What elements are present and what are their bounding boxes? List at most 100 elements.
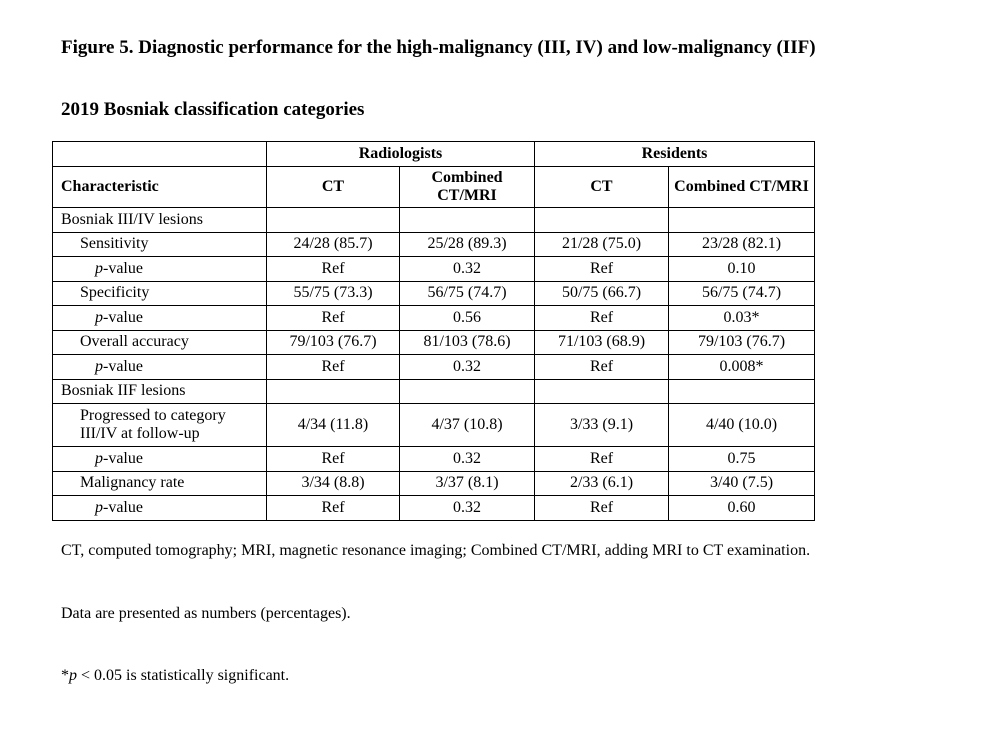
value-cell xyxy=(534,378,669,404)
value-cell: 0.60 xyxy=(668,495,815,521)
value-cell: 79/103 (76.7) xyxy=(266,329,400,355)
table-body: Bosniak III/IV lesions Sensitivity 24/28 (… xyxy=(52,207,815,521)
value-cell xyxy=(266,207,400,233)
value-cell xyxy=(668,207,815,233)
table-row: p-value Ref 0.56 Ref 0.03* xyxy=(52,305,815,331)
value-cell: Ref xyxy=(266,256,400,282)
p-italic: p xyxy=(95,498,103,516)
value-cell: 56/75 (74.7) xyxy=(399,280,535,306)
value-cell: 2/33 (6.1) xyxy=(534,470,669,496)
value-cell: 3/37 (8.1) xyxy=(399,470,535,496)
abbreviation-note: CT, computed tomography; MRI, magnetic r… xyxy=(61,542,811,559)
value-cell: Ref xyxy=(266,446,400,472)
row-label-text: Bosniak IIF lesions xyxy=(61,382,186,400)
residents-header: Residents xyxy=(534,141,815,167)
p-italic: p xyxy=(95,449,103,467)
p-italic: p xyxy=(95,259,103,277)
value-cell: 3/34 (8.8) xyxy=(266,470,400,496)
table-row: Specificity 55/75 (73.3) 56/75 (74.7) 50/75… xyxy=(52,280,815,306)
value-cell: 50/75 (66.7) xyxy=(534,280,669,306)
value-cell: Ref xyxy=(534,446,669,472)
value-cell: 55/75 (73.3) xyxy=(266,280,400,306)
p-italic: p xyxy=(69,667,77,684)
radiologists-combined-header: Combined CT/MRI xyxy=(399,166,535,208)
value-cell: 0.03* xyxy=(668,305,815,331)
row-label: Sensitivity xyxy=(52,231,267,257)
row-label: Overall accuracy xyxy=(52,329,267,355)
radiologists-ct-header: CT xyxy=(266,166,400,208)
row-label: Bosniak IIF lesions xyxy=(52,378,267,404)
row-label-text: -value xyxy=(103,498,143,516)
row-label-text: Bosniak III/IV lesions xyxy=(61,210,203,228)
value-cell: 0.32 xyxy=(399,354,535,380)
figure-title: Figure 5. Diagnostic performance for the… xyxy=(61,37,816,58)
value-cell xyxy=(399,207,535,233)
table-row: Bosniak III/IV lesions xyxy=(52,207,815,233)
row-label-text: Malignancy rate xyxy=(80,474,185,492)
row-label: Specificity xyxy=(52,280,267,306)
row-label: Progressed to category III/IV at follow-… xyxy=(52,403,267,447)
results-table: Radiologists Residents Characteristic CT… xyxy=(52,141,815,521)
row-label-text: Overall accuracy xyxy=(80,333,189,351)
value-cell: 81/103 (78.6) xyxy=(399,329,535,355)
p-italic: p xyxy=(95,357,103,375)
value-cell: 56/75 (74.7) xyxy=(668,280,815,306)
value-cell: 0.008* xyxy=(668,354,815,380)
row-label: Malignancy rate xyxy=(52,470,267,496)
value-cell: Ref xyxy=(534,354,669,380)
table-row: Overall accuracy 79/103 (76.7) 81/103 (78.… xyxy=(52,329,815,355)
value-cell: 0.75 xyxy=(668,446,815,472)
value-cell: 71/103 (68.9) xyxy=(534,329,669,355)
significance-note: *p < 0.05 is statistically significant. xyxy=(61,667,289,685)
residents-combined-header: Combined CT/MRI xyxy=(668,166,815,208)
value-cell xyxy=(534,207,669,233)
value-cell: 0.32 xyxy=(399,446,535,472)
characteristic-header: Characteristic xyxy=(52,166,267,208)
row-label-text: Specificity xyxy=(80,284,150,302)
value-cell xyxy=(266,378,400,404)
value-cell: Ref xyxy=(266,305,400,331)
value-cell: Ref xyxy=(266,495,400,521)
value-cell: 4/37 (10.8) xyxy=(399,403,535,447)
table-row: Sensitivity 24/28 (85.7) 25/28 (89.3) 21/28… xyxy=(52,231,815,257)
table-row: p-value Ref 0.32 Ref 0.008* xyxy=(52,354,815,380)
row-label-text: -value xyxy=(103,357,143,375)
row-label-text: -value xyxy=(103,449,143,467)
value-cell: 4/34 (11.8) xyxy=(266,403,400,447)
row-label: Bosniak III/IV lesions xyxy=(52,207,267,233)
value-cell: 4/40 (10.0) xyxy=(668,403,815,447)
empty-header-cell xyxy=(52,141,267,167)
table-row: p-value Ref 0.32 Ref 0.75 xyxy=(52,446,815,472)
significance-text: < 0.05 is statistically significant. xyxy=(77,667,290,684)
row-label: p-value xyxy=(52,256,267,282)
table-row: p-value Ref 0.32 Ref 0.60 xyxy=(52,495,815,521)
row-label-text: -value xyxy=(103,259,143,277)
value-cell: Ref xyxy=(534,495,669,521)
value-cell xyxy=(668,378,815,404)
row-label-text: -value xyxy=(103,308,143,326)
radiologists-header: Radiologists xyxy=(266,141,535,167)
value-cell: 23/28 (82.1) xyxy=(668,231,815,257)
value-cell: 21/28 (75.0) xyxy=(534,231,669,257)
value-cell: 25/28 (89.3) xyxy=(399,231,535,257)
value-cell: Ref xyxy=(266,354,400,380)
row-label-text: Progressed to category III/IV at follow-… xyxy=(80,407,226,442)
figure-subtitle: 2019 Bosniak classification categories xyxy=(61,99,365,120)
value-cell: 0.10 xyxy=(668,256,815,282)
value-cell xyxy=(399,378,535,404)
value-cell: 3/40 (7.5) xyxy=(668,470,815,496)
value-cell: 0.32 xyxy=(399,495,535,521)
row-label-text: Sensitivity xyxy=(80,235,149,253)
table-row: Bosniak IIF lesions xyxy=(52,378,815,404)
row-label: p-value xyxy=(52,305,267,331)
value-cell: 3/33 (9.1) xyxy=(534,403,669,447)
data-note: Data are presented as numbers (percentag… xyxy=(61,605,351,622)
value-cell: Ref xyxy=(534,305,669,331)
asterisk: * xyxy=(61,667,69,684)
value-cell: 24/28 (85.7) xyxy=(266,231,400,257)
row-label: p-value xyxy=(52,446,267,472)
table-row: p-value Ref 0.32 Ref 0.10 xyxy=(52,256,815,282)
table-row: Progressed to category III/IV at follow-… xyxy=(52,403,815,447)
value-cell: 0.56 xyxy=(399,305,535,331)
row-label: p-value xyxy=(52,354,267,380)
